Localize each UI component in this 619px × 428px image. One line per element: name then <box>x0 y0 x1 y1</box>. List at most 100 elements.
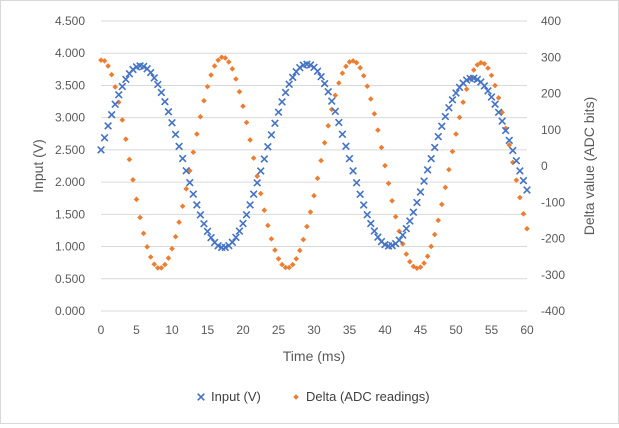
delta-point <box>339 70 346 76</box>
legend-item-delta: Delta (ADC readings) <box>293 389 430 404</box>
series-delta <box>98 54 530 272</box>
delta-point <box>144 244 150 250</box>
input-point <box>366 219 375 228</box>
input-point <box>345 154 354 163</box>
delta-point <box>350 58 356 64</box>
input-point <box>441 112 450 121</box>
delta-point <box>282 264 289 271</box>
legend-marker-x-icon <box>197 393 205 401</box>
input-point <box>285 80 294 89</box>
y-tick-label: 3.500 <box>55 78 85 92</box>
delta-point <box>378 144 385 151</box>
x-tick-label: 30 <box>307 323 321 337</box>
delta-point <box>226 59 232 65</box>
input-point <box>356 190 365 199</box>
delta-point <box>474 62 481 68</box>
delta-point <box>368 96 374 102</box>
delta-point <box>442 184 449 191</box>
gridlines <box>101 20 527 312</box>
delta-point <box>250 155 257 161</box>
delta-point <box>424 253 431 260</box>
input-point <box>413 198 421 207</box>
delta-point <box>300 236 307 243</box>
delta-point <box>428 243 434 250</box>
input-point <box>434 132 443 141</box>
delta-point <box>382 162 388 169</box>
input-point <box>402 224 411 233</box>
input-point <box>235 227 244 236</box>
input-point <box>267 131 276 139</box>
delta-point <box>336 80 342 86</box>
y-tick-label: 4.500 <box>55 14 85 28</box>
x-tick-label: 20 <box>236 323 250 337</box>
input-point <box>153 80 162 89</box>
input-point <box>121 75 130 84</box>
series-layer <box>97 54 531 272</box>
y-tick-label: 4.000 <box>55 46 85 60</box>
delta-point <box>364 83 371 90</box>
input-point <box>161 97 169 106</box>
delta-point <box>502 125 509 132</box>
delta-point <box>417 264 424 270</box>
input-point <box>501 126 510 135</box>
input-point <box>342 142 350 151</box>
y-tick-label: 1.000 <box>55 240 85 254</box>
input-point <box>405 217 414 225</box>
delta-point <box>215 57 221 63</box>
input-point <box>228 238 237 247</box>
delta-point <box>488 72 495 79</box>
x-axis-title: Time (ms) <box>283 348 345 364</box>
y2-tick-label: 0 <box>541 159 548 173</box>
delta-point <box>304 223 310 230</box>
input-point <box>512 156 521 165</box>
input-point <box>207 233 215 242</box>
input-point <box>331 107 340 116</box>
input-point <box>508 146 517 155</box>
input-point <box>338 130 347 139</box>
input-point <box>246 200 254 209</box>
input-point <box>178 154 187 163</box>
y-axis-title: Input (V) <box>30 139 46 193</box>
input-point <box>352 178 361 187</box>
input-point <box>494 108 503 117</box>
delta-point <box>407 258 413 265</box>
input-point <box>445 103 453 112</box>
delta-point <box>414 265 420 272</box>
delta-point <box>524 225 530 232</box>
delta-point <box>435 217 442 224</box>
delta-point <box>456 114 463 121</box>
input-point <box>107 110 116 119</box>
delta-point <box>243 119 250 126</box>
input-point <box>416 188 425 196</box>
input-point <box>317 72 325 81</box>
delta-point <box>137 214 143 221</box>
delta-point <box>172 233 179 240</box>
delta-point <box>201 97 207 104</box>
delta-point <box>389 198 395 204</box>
legend-item-input: Input (V) <box>197 389 261 404</box>
delta-point <box>453 131 459 137</box>
delta-point <box>460 99 466 105</box>
delta-point <box>197 113 204 120</box>
y2-tick-label: 100 <box>541 123 561 137</box>
delta-point <box>403 251 410 257</box>
delta-point <box>314 175 321 182</box>
input-point <box>430 143 439 152</box>
y2-tick-label: -300 <box>541 268 565 282</box>
delta-point <box>179 203 186 210</box>
input-point <box>334 118 343 127</box>
input-point <box>185 178 194 187</box>
input-point <box>97 146 105 154</box>
delta-point <box>481 60 488 67</box>
delta-point <box>431 231 438 238</box>
input-point <box>100 133 109 142</box>
y-tick-label: 0.000 <box>55 304 85 318</box>
input-point <box>104 122 112 130</box>
delta-point <box>268 236 275 242</box>
delta-point <box>470 67 477 73</box>
delta-point <box>463 86 470 92</box>
tick-labels: 0.000 0.500 1.000 1.500 2.000 2.500 3.000 3.500… <box>55 14 565 337</box>
input-point <box>196 210 205 219</box>
input-point <box>171 130 180 139</box>
